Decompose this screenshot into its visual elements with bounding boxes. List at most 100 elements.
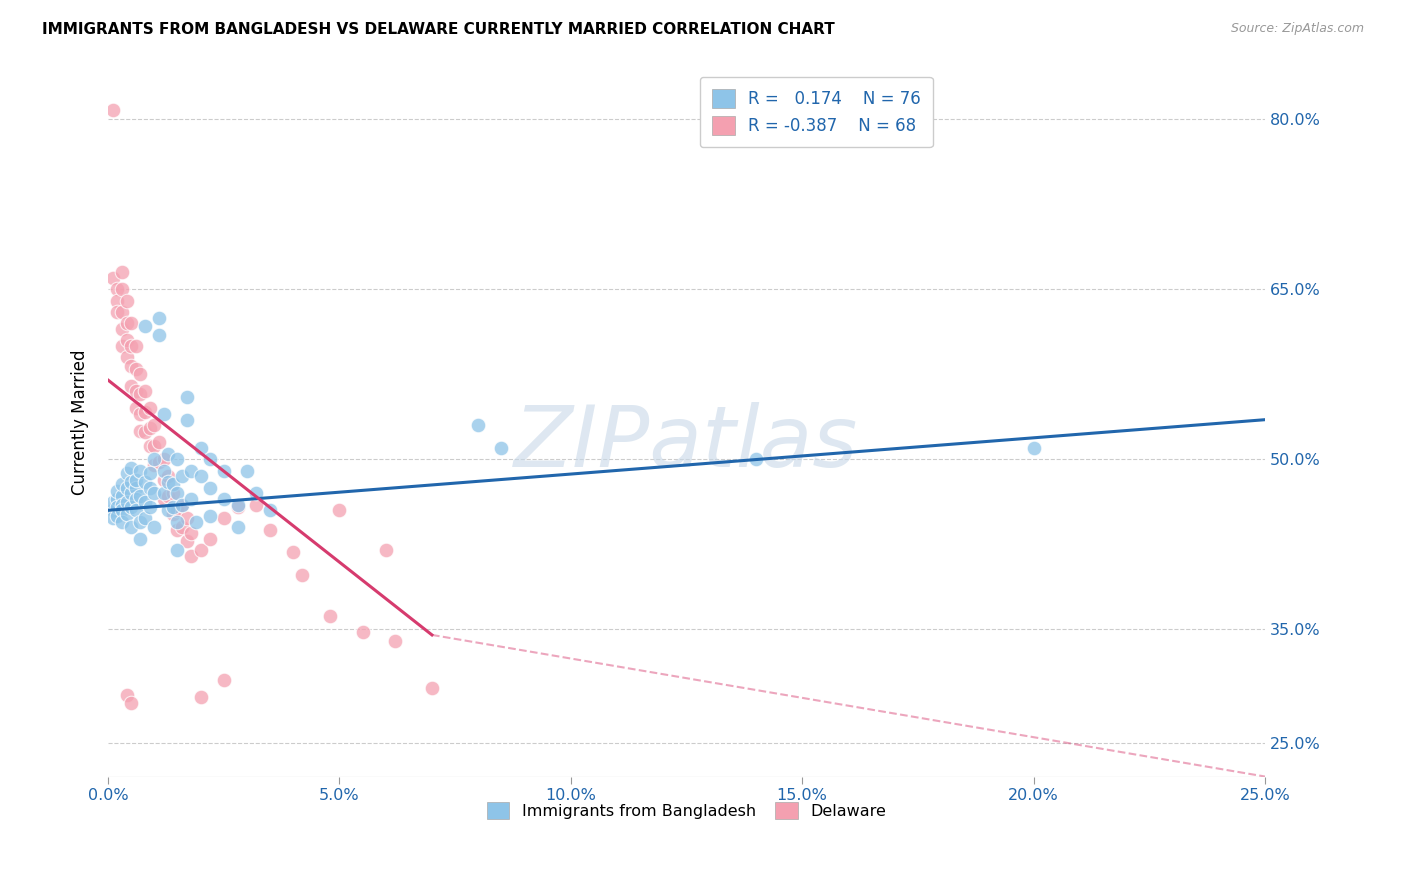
Point (120, 378, 142, 392)
Point (115, 507, 138, 521)
Point (115, 334, 138, 348)
Point (111, 515, 134, 529)
Point (111, 339, 134, 353)
Point (129, 515, 152, 529)
Point (176, 413, 198, 427)
Point (328, 503, 350, 517)
Point (120, 359, 142, 374)
Point (125, 361, 148, 376)
Point (152, 407, 174, 421)
Point (115, 317, 138, 331)
Point (111, 503, 134, 517)
Point (152, 491, 174, 506)
Point (198, 481, 221, 495)
Point (190, 441, 212, 455)
Point (162, 507, 184, 521)
Point (152, 464, 174, 478)
Point (129, 407, 152, 421)
Y-axis label: Currently Married: Currently Married (72, 350, 89, 495)
Point (143, 520, 166, 534)
Point (166, 452, 188, 467)
Point (120, 475, 142, 489)
Point (120, 339, 142, 353)
Point (236, 464, 259, 478)
Point (138, 401, 160, 416)
Point (281, 545, 304, 559)
Point (143, 458, 166, 472)
Point (352, 624, 374, 639)
Point (134, 318, 156, 333)
Point (134, 495, 156, 509)
Point (180, 549, 202, 563)
Point (170, 469, 193, 483)
Point (105, 282, 128, 296)
Point (259, 523, 281, 537)
Point (101, 511, 124, 525)
Point (129, 386, 152, 401)
Point (157, 469, 180, 483)
Point (101, 271, 124, 285)
Point (125, 503, 148, 517)
Point (148, 327, 170, 342)
Point (138, 466, 160, 480)
Point (105, 293, 128, 308)
Point (143, 452, 166, 467)
Point (212, 491, 235, 506)
Point (105, 484, 128, 499)
Point (157, 475, 180, 489)
Point (190, 469, 212, 483)
Point (180, 464, 202, 478)
Point (190, 690, 212, 705)
Point (166, 515, 188, 529)
Point (245, 486, 267, 500)
Point (152, 486, 174, 500)
Point (198, 508, 221, 523)
Point (745, 452, 768, 467)
Point (143, 486, 166, 500)
Point (111, 305, 134, 319)
Point (120, 696, 142, 710)
Point (115, 466, 138, 480)
Point (152, 473, 174, 487)
Point (212, 673, 235, 688)
Point (176, 511, 198, 525)
Point (111, 498, 134, 512)
Point (138, 420, 160, 434)
Point (125, 481, 148, 495)
Point (120, 500, 142, 514)
Point (170, 498, 193, 512)
Legend: Immigrants from Bangladesh, Delaware: Immigrants from Bangladesh, Delaware (481, 796, 893, 825)
Point (101, 103, 124, 118)
Point (111, 322, 134, 336)
Point (198, 532, 221, 546)
Point (129, 424, 152, 438)
Point (180, 491, 202, 506)
Point (105, 491, 128, 506)
Point (319, 608, 342, 623)
Point (134, 511, 156, 525)
Point (129, 489, 152, 503)
Point (148, 454, 170, 468)
Point (148, 310, 170, 325)
Point (491, 441, 513, 455)
Point (111, 477, 134, 491)
Point (384, 633, 406, 648)
Point (374, 543, 396, 558)
Point (467, 418, 489, 433)
Point (134, 405, 156, 419)
Point (162, 477, 184, 491)
Point (134, 475, 156, 489)
Point (245, 498, 267, 512)
Point (166, 503, 188, 517)
Point (129, 532, 152, 546)
Point (125, 401, 148, 416)
Point (176, 533, 198, 548)
Point (212, 511, 235, 525)
Point (166, 543, 188, 558)
Point (180, 525, 202, 540)
Point (143, 439, 166, 453)
Point (111, 265, 134, 279)
Point (226, 498, 249, 512)
Point (166, 523, 188, 537)
Text: Source: ZipAtlas.com: Source: ZipAtlas.com (1230, 22, 1364, 36)
